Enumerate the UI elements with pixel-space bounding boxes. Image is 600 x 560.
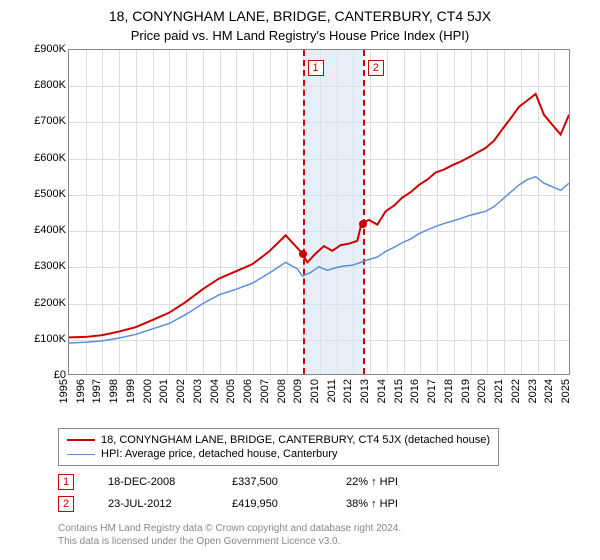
chart-area: £0£100K£200K£300K£400K£500K£600K£700K£80…	[20, 49, 580, 395]
plot-area: 12	[68, 49, 570, 375]
ytick-label: £300K	[20, 260, 66, 272]
transaction-delta-1: 22% ↑ HPI	[346, 476, 398, 488]
transaction-marker-1: 1	[58, 474, 74, 490]
line-series	[69, 50, 569, 374]
xtick-label: 2025	[560, 379, 580, 403]
ytick-label: £400K	[20, 224, 66, 236]
legend-entry: HPI: Average price, detached house, Cant…	[67, 447, 490, 461]
transaction-date-1: 18-DEC-2008	[108, 476, 198, 488]
series-hpi	[69, 177, 569, 343]
ytick-label: £500K	[20, 188, 66, 200]
legend-swatch	[67, 454, 95, 455]
legend-label: HPI: Average price, detached house, Cant…	[101, 448, 337, 460]
transaction-row-1: 1 18-DEC-2008 £337,500 22% ↑ HPI	[58, 474, 398, 490]
transaction-price-1: £337,500	[232, 476, 312, 488]
legend-label: 18, CONYNGHAM LANE, BRIDGE, CANTERBURY, …	[101, 434, 490, 446]
chart-container: 18, CONYNGHAM LANE, BRIDGE, CANTERBURY, …	[0, 0, 600, 560]
series-property	[69, 94, 569, 337]
chart-title: 18, CONYNGHAM LANE, BRIDGE, CANTERBURY, …	[0, 0, 600, 24]
transaction-date-2: 23-JUL-2012	[108, 498, 198, 510]
legend: 18, CONYNGHAM LANE, BRIDGE, CANTERBURY, …	[58, 428, 499, 466]
transaction-price-2: £419,950	[232, 498, 312, 510]
ytick-label: £700K	[20, 115, 66, 127]
transaction-delta-2: 38% ↑ HPI	[346, 498, 398, 510]
footer-line-2: This data is licensed under the Open Gov…	[58, 535, 401, 548]
ytick-label: £900K	[20, 43, 66, 55]
ytick-label: £100K	[20, 333, 66, 345]
footer-line-1: Contains HM Land Registry data © Crown c…	[58, 522, 401, 535]
footer-attribution: Contains HM Land Registry data © Crown c…	[58, 522, 401, 548]
chart-subtitle: Price paid vs. HM Land Registry's House …	[0, 24, 600, 49]
legend-entry: 18, CONYNGHAM LANE, BRIDGE, CANTERBURY, …	[67, 433, 490, 447]
transaction-marker-2: 2	[58, 496, 74, 512]
ytick-label: £800K	[20, 79, 66, 91]
ytick-label: £200K	[20, 297, 66, 309]
legend-swatch	[67, 439, 95, 441]
ytick-label: £600K	[20, 152, 66, 164]
transaction-row-2: 2 23-JUL-2012 £419,950 38% ↑ HPI	[58, 496, 398, 512]
